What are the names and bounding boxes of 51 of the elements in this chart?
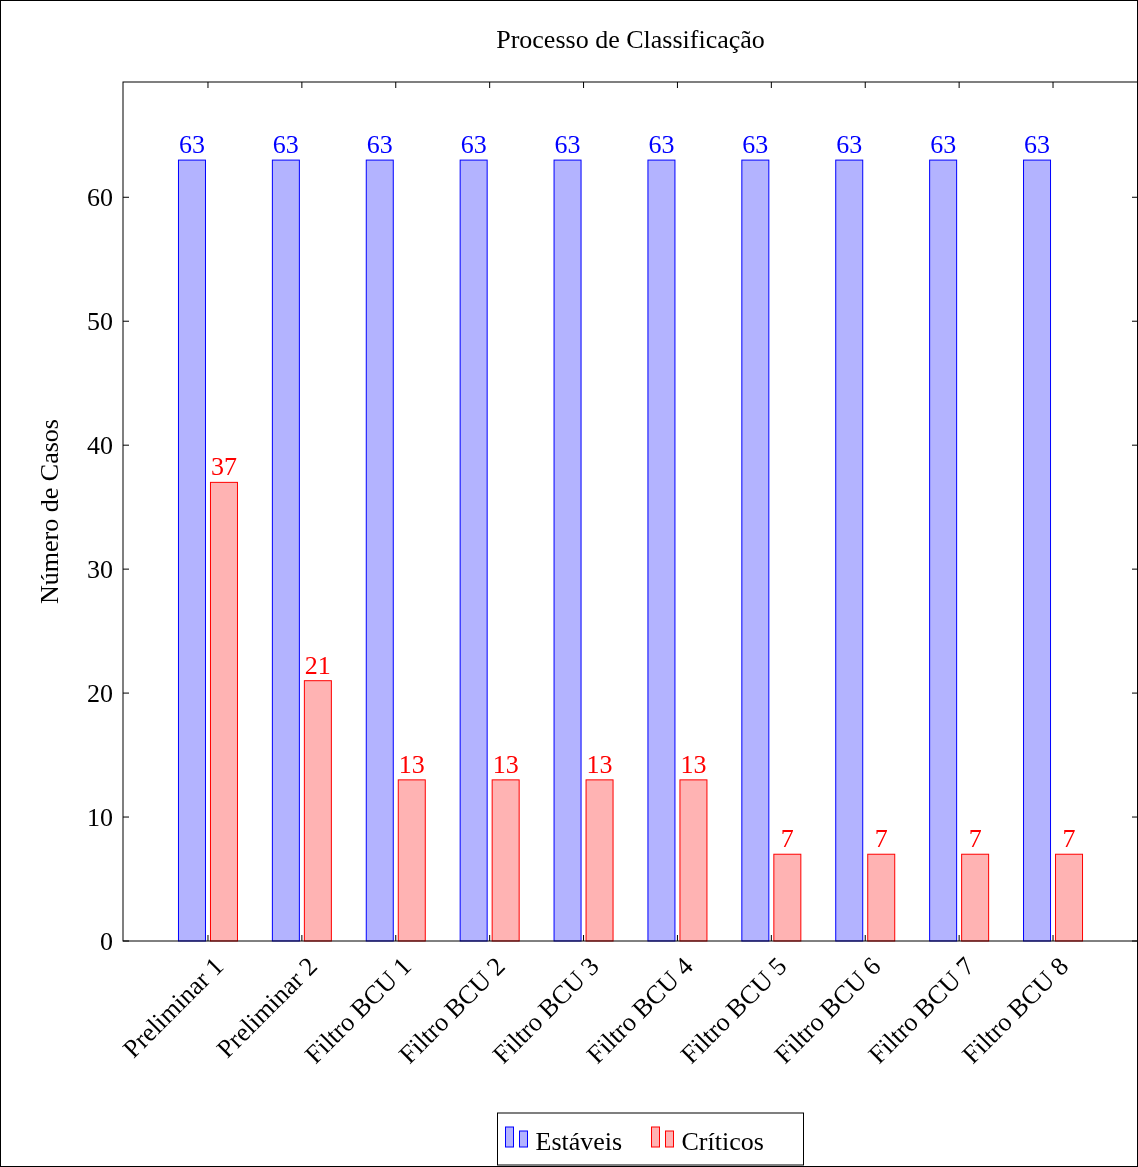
bar <box>647 159 676 942</box>
data-label: 63 <box>648 130 675 160</box>
bar <box>303 680 332 942</box>
y-tick-label: 60 <box>87 183 113 213</box>
y-axis-title: Número de Casos <box>35 419 64 604</box>
bar <box>1055 853 1084 942</box>
data-label: 7 <box>874 824 888 854</box>
data-label: 63 <box>178 130 205 160</box>
bar <box>1023 159 1052 942</box>
bar <box>585 779 614 942</box>
data-label: 7 <box>968 824 982 854</box>
bar <box>867 853 896 942</box>
data-label: 7 <box>780 824 794 854</box>
y-tick-label: 20 <box>87 679 113 709</box>
y-tick-label: 10 <box>87 803 113 833</box>
bar <box>397 779 426 942</box>
bar <box>271 159 300 942</box>
bar <box>553 159 582 942</box>
bar <box>835 159 864 942</box>
data-label: 63 <box>272 130 299 160</box>
data-label: 13 <box>586 749 613 779</box>
bar <box>365 159 394 942</box>
data-label: 13 <box>398 749 425 779</box>
data-label: 21 <box>304 650 331 680</box>
bar <box>491 779 520 942</box>
y-tick-label: 0 <box>100 927 113 957</box>
bar <box>741 159 770 942</box>
y-tick-label: 30 <box>87 555 113 585</box>
data-label: 63 <box>836 130 863 160</box>
data-label: 63 <box>460 130 487 160</box>
bar <box>773 853 802 942</box>
bar <box>459 159 488 942</box>
y-tick-label: 40 <box>87 431 113 461</box>
chart-title: Processo de Classificação <box>496 25 765 54</box>
bar <box>961 853 990 942</box>
bar <box>209 481 238 942</box>
bar <box>177 159 206 942</box>
data-label: 63 <box>930 130 957 160</box>
data-label: 63 <box>1024 130 1051 160</box>
legend-label: Estáveis <box>535 1127 623 1156</box>
data-label: 63 <box>366 130 393 160</box>
bar <box>929 159 958 942</box>
bar <box>679 779 708 942</box>
data-label: 63 <box>742 130 769 160</box>
legend-label: Críticos <box>681 1127 764 1156</box>
data-label: 13 <box>680 749 707 779</box>
y-tick-label: 50 <box>87 307 113 337</box>
data-label: 37 <box>210 452 237 482</box>
data-label: 63 <box>554 130 581 160</box>
data-label: 13 <box>492 749 519 779</box>
data-label: 7 <box>1062 824 1076 854</box>
